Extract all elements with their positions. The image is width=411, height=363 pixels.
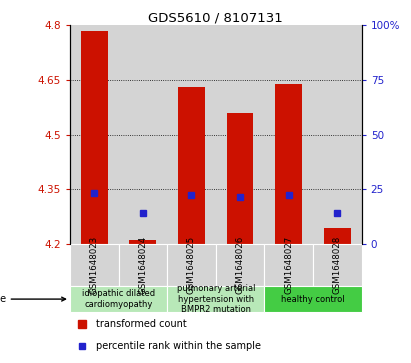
Bar xyxy=(70,25,118,244)
Text: idiopathic dilated
cardiomyopathy: idiopathic dilated cardiomyopathy xyxy=(82,289,155,309)
Bar xyxy=(275,84,302,244)
Text: healthy control: healthy control xyxy=(281,295,345,303)
Text: GSM1648026: GSM1648026 xyxy=(236,236,245,294)
Text: GSM1648027: GSM1648027 xyxy=(284,236,293,294)
Text: percentile rank within the sample: percentile rank within the sample xyxy=(96,341,261,351)
Text: GSM1648024: GSM1648024 xyxy=(139,236,147,294)
Bar xyxy=(167,244,216,286)
Bar xyxy=(313,244,362,286)
Bar xyxy=(167,25,216,244)
Bar xyxy=(264,25,313,244)
Bar xyxy=(81,31,108,244)
Bar xyxy=(118,25,167,244)
Bar xyxy=(167,286,264,312)
Bar xyxy=(118,244,167,286)
Text: pulmonary arterial
hypertension with
BMPR2 mutation: pulmonary arterial hypertension with BMP… xyxy=(177,284,255,314)
Text: GSM1648028: GSM1648028 xyxy=(333,236,342,294)
Bar xyxy=(324,228,351,244)
Bar xyxy=(129,240,156,244)
Bar xyxy=(264,286,362,312)
Text: transformed count: transformed count xyxy=(96,319,187,329)
Text: GSM1648023: GSM1648023 xyxy=(90,236,99,294)
Title: GDS5610 / 8107131: GDS5610 / 8107131 xyxy=(148,11,283,24)
Bar xyxy=(178,87,205,244)
Text: disease state: disease state xyxy=(0,294,65,304)
Bar xyxy=(313,25,362,244)
Bar xyxy=(216,244,264,286)
Bar xyxy=(70,286,167,312)
Bar xyxy=(264,244,313,286)
Bar xyxy=(227,113,254,244)
Text: GSM1648025: GSM1648025 xyxy=(187,236,196,294)
Bar xyxy=(216,25,264,244)
Bar xyxy=(70,244,118,286)
